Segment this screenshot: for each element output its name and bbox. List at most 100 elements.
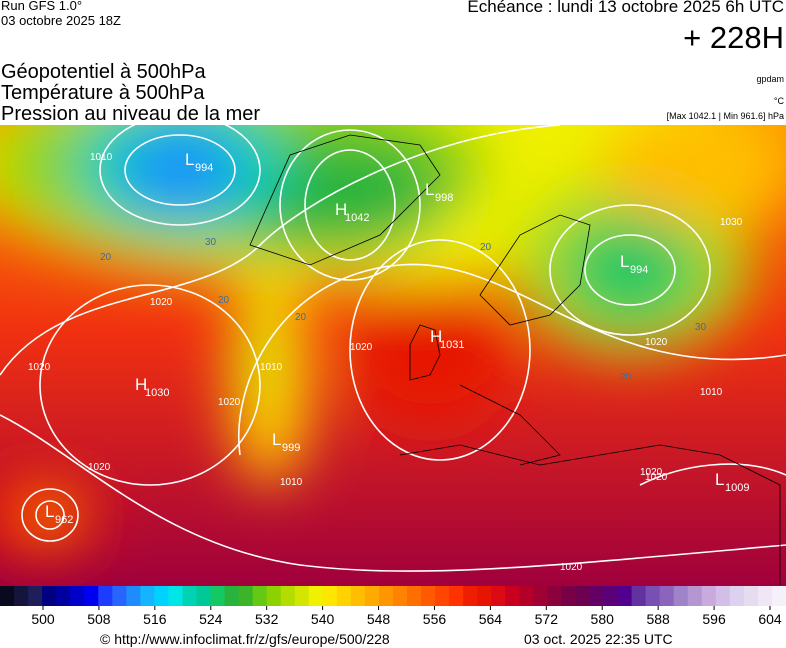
colorbar-label: 588 bbox=[646, 611, 670, 627]
colorbar-swatch bbox=[463, 586, 478, 606]
colorbar-label: 524 bbox=[199, 611, 223, 627]
coastlines bbox=[249, 134, 781, 585]
isobars bbox=[0, 125, 786, 572]
colorbar-swatch bbox=[547, 586, 562, 606]
colorbar-swatch bbox=[126, 586, 141, 606]
contour-label: 20 bbox=[218, 295, 230, 306]
colorbar-swatch bbox=[14, 586, 29, 606]
system-letter: L bbox=[715, 470, 724, 489]
colorbar-swatch bbox=[519, 586, 534, 606]
temperature-field bbox=[0, 125, 786, 555]
colorbar-swatch bbox=[224, 586, 240, 606]
colorbar-swatch bbox=[477, 586, 492, 606]
lead-time: + 228H bbox=[683, 20, 784, 55]
contour-label: 1020 bbox=[560, 562, 583, 573]
contour-label: 1020 bbox=[28, 362, 51, 373]
colorbar-swatch bbox=[308, 586, 324, 606]
colorbar-swatch bbox=[112, 586, 127, 606]
colorbar-swatch bbox=[280, 586, 296, 606]
colorbar-swatch bbox=[210, 586, 226, 606]
contour-label: 1010 bbox=[90, 152, 113, 163]
colorbar-label: 532 bbox=[255, 611, 279, 627]
system-pressure: 998 bbox=[435, 192, 453, 204]
colorbar-swatch bbox=[743, 586, 759, 606]
unit: [Max 1042.1 | Min 961.6] hPa bbox=[666, 111, 784, 121]
colorbar-swatch bbox=[56, 586, 71, 606]
colorbar-swatch bbox=[533, 586, 548, 606]
colorbar-label: 500 bbox=[31, 611, 55, 627]
colorbar-swatch bbox=[182, 586, 197, 606]
colorbar-label: 604 bbox=[758, 611, 782, 627]
system-pressure: 994 bbox=[195, 162, 213, 174]
system-pressure: 1042 bbox=[345, 212, 369, 224]
colorbar-swatch bbox=[140, 586, 155, 606]
colorbar-label: 508 bbox=[87, 611, 111, 627]
colorbar-swatch bbox=[449, 586, 464, 606]
system-letter: H bbox=[135, 375, 147, 394]
contour-label: 20 bbox=[100, 252, 112, 263]
colorbar-swatch bbox=[154, 586, 169, 606]
run: Run GFS 1.0° bbox=[1, 0, 83, 13]
system-pressure: 994 bbox=[630, 264, 648, 276]
colorbar-swatch bbox=[393, 586, 408, 606]
colorbar-swatch bbox=[435, 586, 450, 606]
colorbar-swatch bbox=[603, 586, 619, 606]
colorbar-swatch bbox=[575, 586, 590, 606]
colorbar-swatch bbox=[364, 586, 380, 606]
colorbar-label: 596 bbox=[702, 611, 726, 627]
system-letter: H bbox=[335, 200, 347, 219]
system-letter: H bbox=[430, 327, 442, 346]
colorbar-swatch bbox=[673, 586, 689, 606]
colorbar-swatch bbox=[28, 586, 43, 606]
contour-label: 1010 bbox=[700, 387, 723, 398]
generated-time: 03 oct. 2025 22:35 UTC bbox=[524, 631, 673, 647]
colorbar-swatch bbox=[729, 586, 745, 606]
colorbar-swatch bbox=[407, 586, 422, 606]
colorbar-label: 556 bbox=[423, 611, 447, 627]
contour-label: 30 bbox=[695, 322, 707, 333]
colorbar-swatch bbox=[645, 586, 661, 606]
colorbar-label: 572 bbox=[535, 611, 559, 627]
field: Température à 500hPa bbox=[1, 82, 205, 104]
contour-label: 1020 bbox=[645, 337, 668, 348]
colorbar-swatch bbox=[687, 586, 703, 606]
colorbar-swatch bbox=[336, 586, 352, 606]
colorbar-swatch bbox=[771, 586, 786, 606]
contour-label: 1020 bbox=[350, 342, 373, 353]
contour-label: 1020 bbox=[218, 397, 241, 408]
contour-label: 20 bbox=[480, 242, 492, 253]
colorbar-swatch bbox=[42, 586, 57, 606]
valid-time: Echéance : lundi 13 octobre 2025 6h UTC bbox=[467, 0, 784, 16]
run-date: 03 octobre 2025 18Z bbox=[1, 13, 121, 28]
colorbar-swatch bbox=[252, 586, 268, 606]
colorbar-swatch bbox=[266, 586, 282, 606]
colorbar-swatch bbox=[491, 586, 506, 606]
colorbar-swatch bbox=[589, 586, 605, 606]
colorbar-swatch bbox=[757, 586, 773, 606]
colorbar-label: 564 bbox=[479, 611, 503, 627]
colorbar-swatch bbox=[70, 586, 85, 606]
colorbar-swatch bbox=[659, 586, 675, 606]
colorbar-swatch bbox=[98, 586, 113, 606]
contour-label: 1010 bbox=[260, 362, 283, 373]
colorbar-label: 580 bbox=[591, 611, 615, 627]
contour-label: 1020 bbox=[640, 467, 663, 478]
system-letter: L bbox=[185, 150, 194, 169]
unit: °C bbox=[773, 96, 784, 106]
system-letter: L bbox=[45, 502, 54, 521]
contour-label: 1020 bbox=[150, 297, 173, 308]
contour-label: 20 bbox=[620, 372, 632, 383]
colorbar-swatch bbox=[378, 586, 394, 606]
colorbar-label: 548 bbox=[367, 611, 391, 627]
contour-label: 1020 bbox=[88, 462, 111, 473]
colorbar-swatch bbox=[505, 586, 520, 606]
colorbar-swatch bbox=[561, 586, 576, 606]
colorbar-swatch bbox=[322, 586, 338, 606]
system-letter: L bbox=[425, 180, 434, 199]
unit: gpdam bbox=[756, 74, 784, 84]
colorbar-label: 516 bbox=[143, 611, 167, 627]
contour-label: 1010 bbox=[280, 477, 303, 488]
field: Pression au niveau de la mer bbox=[1, 103, 261, 125]
